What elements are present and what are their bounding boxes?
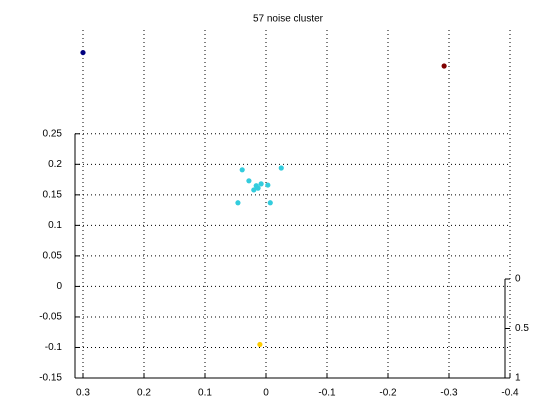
point — [441, 63, 447, 69]
x-tick-label: 0.3 — [76, 388, 90, 399]
x-tick-label: -0.3 — [440, 388, 458, 399]
x-tick-label: 0 — [263, 388, 269, 399]
z-tick-label: 0.5 — [515, 323, 529, 334]
y-tick-label: 0.05 — [43, 251, 63, 262]
x-tick-label: -0.4 — [501, 388, 519, 399]
y-tick-label: -0.1 — [45, 342, 63, 353]
point — [267, 200, 273, 206]
point — [278, 165, 284, 171]
y-tick-label: 0.2 — [48, 159, 62, 170]
y-tick-label: 0 — [56, 281, 62, 292]
chart-title: 57 noise cluster — [253, 14, 324, 25]
z-tick-label: 0 — [515, 274, 521, 285]
x-tick-label: -0.2 — [379, 388, 397, 399]
point — [246, 178, 252, 184]
x-tick-label: 0.1 — [198, 388, 212, 399]
y-tick-label: 0.15 — [43, 189, 63, 200]
point — [265, 182, 271, 188]
point — [80, 49, 86, 56]
point — [257, 341, 263, 348]
point — [255, 185, 261, 191]
point — [239, 167, 245, 173]
z-tick-label: 1 — [515, 373, 521, 384]
x-tick-label: 0.2 — [137, 388, 151, 399]
point — [258, 181, 264, 187]
point — [251, 187, 257, 193]
y-tick-label: 0.1 — [48, 220, 62, 231]
y-tick-label: -0.05 — [39, 312, 62, 323]
y-tick-label: -0.15 — [39, 373, 62, 384]
y-tick-label: 0.25 — [43, 128, 63, 139]
x-tick-label: -0.1 — [318, 388, 336, 399]
point — [235, 200, 241, 206]
